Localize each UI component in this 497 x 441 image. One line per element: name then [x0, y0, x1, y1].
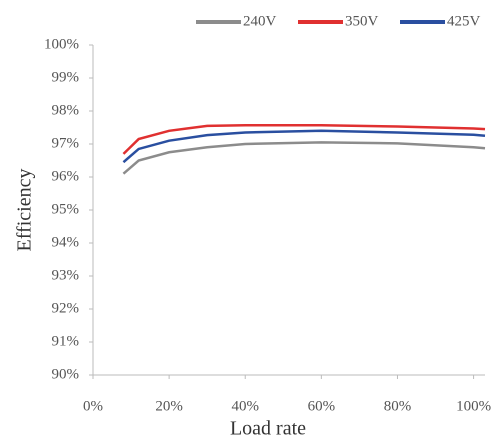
- x-tick-label: 20%: [155, 398, 183, 414]
- legend-label: 425V: [447, 13, 481, 29]
- x-tick-label: 0%: [83, 398, 103, 414]
- y-tick-label: 94%: [52, 234, 80, 250]
- legend-label: 240V: [243, 13, 277, 29]
- y-tick-label: 99%: [52, 69, 80, 85]
- x-tick-label: 100%: [456, 398, 491, 414]
- legend-label: 350V: [345, 13, 379, 29]
- y-tick-label: 98%: [52, 102, 80, 118]
- x-tick-label: 60%: [308, 398, 336, 414]
- x-axis-title: Load rate: [230, 418, 306, 440]
- y-tick-label: 92%: [52, 300, 80, 316]
- y-tick-label: 97%: [52, 135, 80, 151]
- y-tick-label: 93%: [52, 267, 80, 283]
- series-line: [122, 141, 486, 175]
- series-line: [122, 129, 486, 164]
- x-tick-label: 40%: [231, 398, 259, 414]
- y-tick-label: 100%: [44, 36, 79, 52]
- y-tick-label: 96%: [52, 168, 80, 184]
- y-tick-label: 91%: [52, 333, 80, 349]
- y-axis-title: Efficiency: [14, 169, 36, 252]
- series-line: [122, 123, 486, 155]
- y-tick-label: 90%: [52, 366, 80, 382]
- x-tick-label: 80%: [384, 398, 412, 414]
- y-tick-label: 95%: [52, 201, 80, 217]
